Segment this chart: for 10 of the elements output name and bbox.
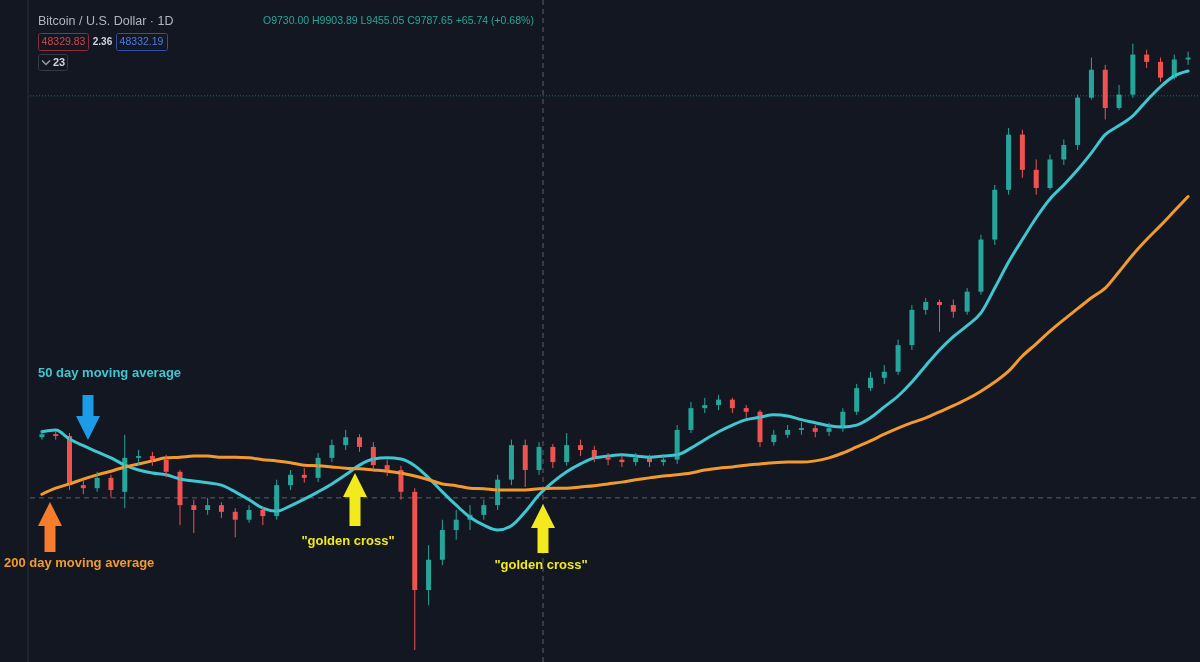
annotation: "golden cross" [494, 557, 588, 572]
text: O9730.00 H9903.89 L9455.05 C9787.65 +65.74 (+0.68%) [263, 14, 534, 26]
annotation: 48332.19 [119, 35, 164, 47]
chart-title: Bitcoin / U.S. Dollar · 1D [38, 14, 174, 28]
annotation: 2.36 [92, 36, 113, 47]
annotation: 48329.83 [41, 35, 86, 47]
annotation: 23 [52, 55, 66, 68]
text: 200 day moving average [4, 555, 155, 570]
text: 50 day moving average [38, 365, 182, 380]
annotation: "golden cross" [301, 533, 395, 548]
